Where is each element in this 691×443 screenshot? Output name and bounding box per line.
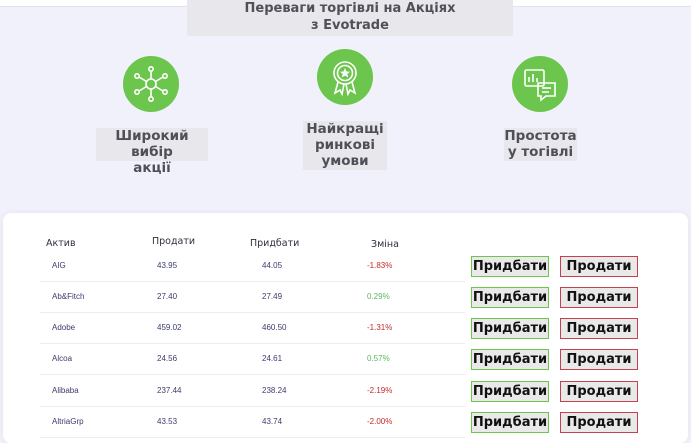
header-change: Зміна — [371, 239, 399, 250]
table-row — [40, 343, 465, 375]
table-row — [40, 375, 465, 407]
feature-label-line2: ринкові — [314, 137, 376, 153]
sell-price: 43.95 — [157, 261, 178, 270]
feature-label: Найкращі ринкові умови — [303, 121, 387, 170]
feature-label-line1: Найкращі — [306, 121, 384, 137]
sell-button[interactable]: Продати — [560, 412, 638, 433]
price-change: -1.83% — [367, 261, 393, 270]
buy-price: 43.74 — [262, 417, 283, 426]
table-row — [40, 250, 465, 282]
asset-name: Alibaba — [52, 386, 79, 395]
sell-button[interactable]: Продати — [560, 256, 638, 277]
buy-button[interactable]: Придбати — [471, 412, 549, 433]
table-row — [40, 406, 465, 438]
chart-chat-icon — [512, 56, 568, 112]
table-row — [40, 281, 465, 313]
feature-label-line3: умови — [321, 153, 369, 169]
network-icon — [123, 56, 179, 112]
price-change: 0.57% — [367, 354, 390, 363]
buy-price: 27.49 — [262, 292, 283, 301]
header-asset: Актив — [46, 238, 76, 249]
buy-price: 460.50 — [262, 323, 287, 332]
sell-price: 459.02 — [157, 323, 182, 332]
buy-button[interactable]: Придбати — [471, 256, 549, 277]
sell-price: 24.56 — [157, 354, 178, 363]
asset-name: Ab&Fitch — [52, 292, 85, 301]
buy-price: 24.61 — [262, 354, 283, 363]
feature-label: Широкий вибір акції — [96, 128, 208, 176]
table-row — [40, 312, 465, 344]
price-change: -2.00% — [367, 417, 393, 426]
section-title-line2: з Evotrade — [311, 18, 389, 33]
sell-button[interactable]: Продати — [560, 318, 638, 339]
sell-button[interactable]: Продати — [560, 287, 638, 308]
feature-label-line2: у тогівлі — [507, 144, 574, 160]
feature-label-line2: акції — [133, 160, 171, 176]
feature-label: Простота у тогівлі — [504, 128, 577, 161]
buy-button[interactable]: Придбати — [471, 381, 549, 402]
award-badge-icon — [317, 49, 373, 105]
header-buy: Придбати — [250, 238, 300, 249]
buy-price: 44.05 — [262, 261, 283, 270]
asset-name: AIG — [52, 261, 66, 270]
buy-price: 238.24 — [262, 386, 287, 395]
buy-button[interactable]: Придбати — [471, 287, 549, 308]
feature-label-line1: Широкий вибір — [115, 128, 189, 160]
sell-price: 27.40 — [157, 292, 178, 301]
sell-button[interactable]: Продати — [560, 349, 638, 370]
section-title-line1: Переваги торгівлі на Акціях — [244, 1, 456, 16]
buy-button[interactable]: Придбати — [471, 318, 549, 339]
sell-price: 237.44 — [157, 386, 182, 395]
price-change: -2.19% — [367, 386, 393, 395]
asset-name: Adobe — [52, 323, 76, 332]
sell-price: 43.53 — [157, 417, 178, 426]
sell-button[interactable]: Продати — [560, 381, 638, 402]
section-title: Переваги торгівлі на Акціях з Evotrade — [187, 0, 513, 36]
asset-name: AltriaGrp — [52, 417, 84, 426]
price-change: -1.31% — [367, 323, 393, 332]
asset-name: Alcoa — [52, 354, 73, 363]
price-change: 0.29% — [367, 292, 390, 301]
buy-button[interactable]: Придбати — [471, 349, 549, 370]
header-sell: Продати — [152, 236, 196, 247]
feature-label-line1: Простота — [504, 128, 577, 144]
